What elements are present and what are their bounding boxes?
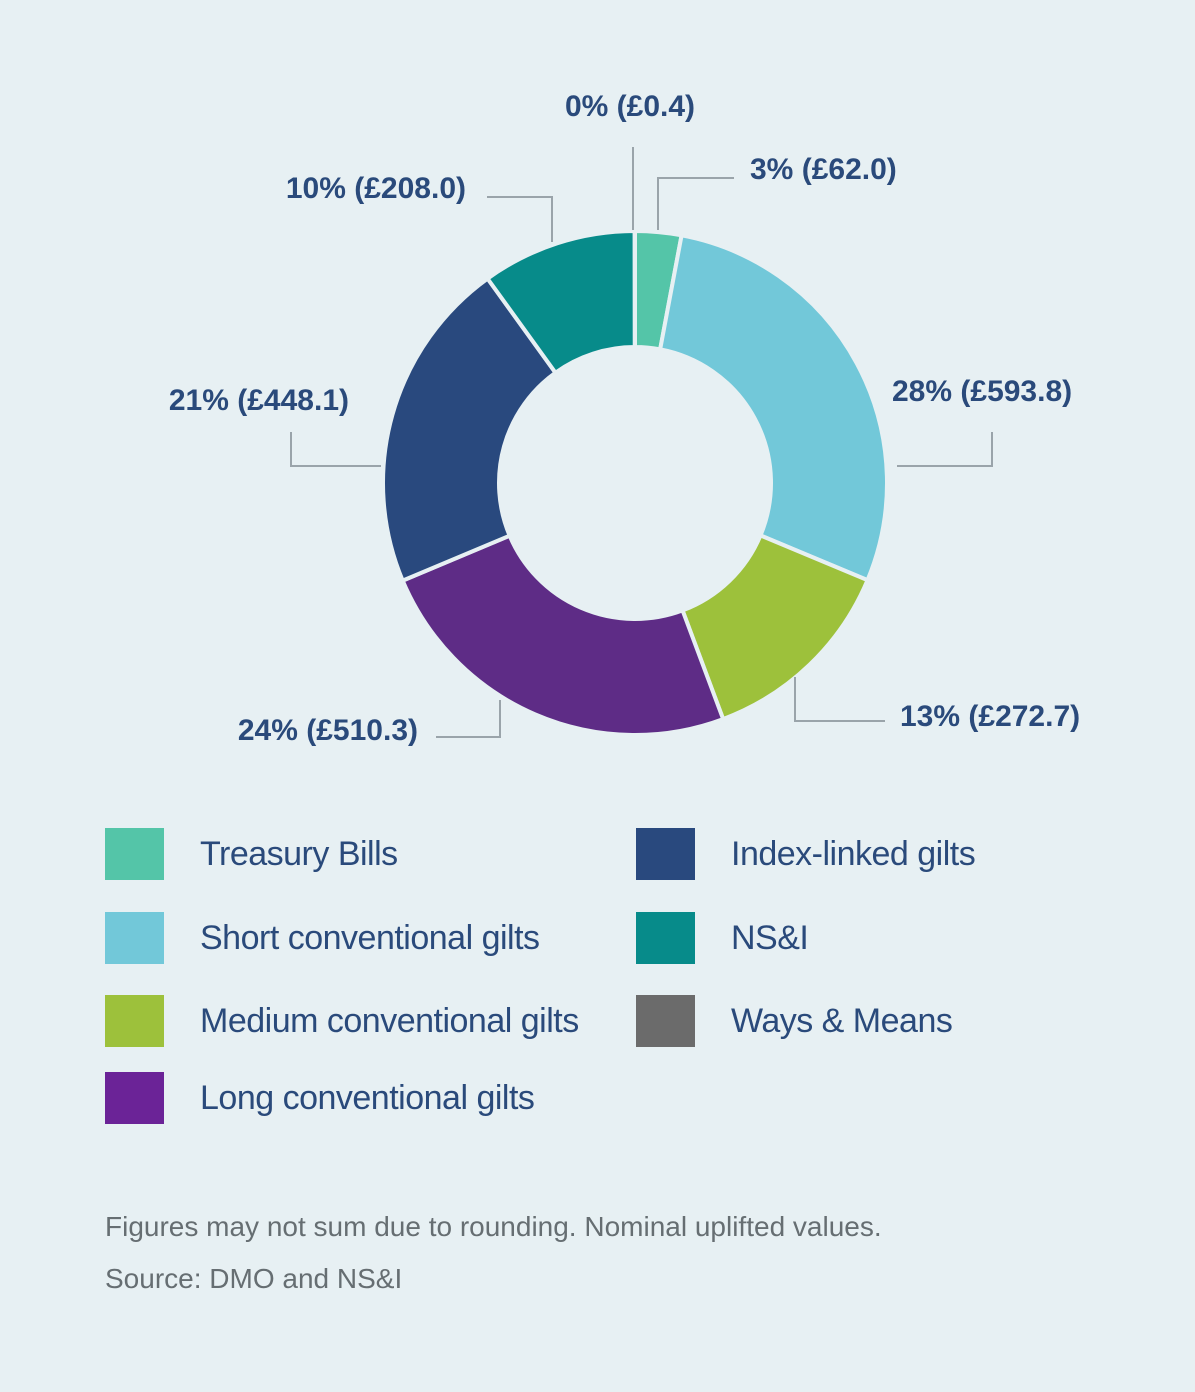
legend-label: Medium conventional gilts <box>200 1001 579 1040</box>
slice-label-treasury-bills: 3% (£62.0) <box>750 153 897 186</box>
legend-swatch <box>105 912 164 964</box>
leader-line-long-conventional <box>436 700 501 738</box>
leader-line-short-conventional <box>897 432 993 467</box>
slice-label-index-linked: 21% (£448.1) <box>169 384 349 417</box>
legend-item-short-conventional-gilts: Short conventional gilts <box>105 912 540 964</box>
legend-item-long-conventional-gilts: Long conventional gilts <box>105 1072 535 1124</box>
leader-line-medium-conventional <box>794 677 885 722</box>
slice-label-nsi: 10% (£208.0) <box>286 172 466 205</box>
donut-slices <box>381 228 889 737</box>
leader-line-index-linked <box>290 432 381 467</box>
slice-label-ways-and-means: 0% (£0.4) <box>565 90 695 123</box>
legend-swatch <box>105 1072 164 1124</box>
legend-item-index-linked-gilts: Index-linked gilts <box>636 828 976 880</box>
legend-label: Index-linked gilts <box>731 834 976 873</box>
legend-swatch <box>105 995 164 1047</box>
rounding-note: Figures may not sum due to rounding. Nom… <box>105 1211 882 1242</box>
slice-label-short-conventional: 28% (£593.8) <box>892 375 1072 408</box>
leader-line-nsi <box>487 196 553 242</box>
legend-item-ways-and-means: Ways & Means <box>636 995 953 1047</box>
legend-label: Long conventional gilts <box>200 1078 535 1117</box>
legend-swatch <box>636 912 695 964</box>
source-note: Source: DMO and NS&I <box>105 1263 403 1294</box>
slice-label-medium-conventional: 13% (£272.7) <box>900 700 1080 733</box>
legend-item-treasury-bills: Treasury Bills <box>105 828 398 880</box>
legend-swatch <box>105 828 164 880</box>
legend-swatch <box>636 828 695 880</box>
legend-label: Treasury Bills <box>200 834 398 873</box>
legend-swatch <box>636 995 695 1047</box>
slice-long-conventional-gilts <box>400 533 726 737</box>
legend-item-nsi: NS&I <box>636 912 809 964</box>
legend: Treasury Bills Short conventional gilts … <box>105 828 1105 1148</box>
legend-label: Short conventional gilts <box>200 918 540 957</box>
legend-item-medium-conventional-gilts: Medium conventional gilts <box>105 995 579 1047</box>
slice-labels: 0% (£0.4) 3% (£62.0) 10% (£208.0) 28% (£… <box>169 90 1080 747</box>
legend-label: NS&I <box>731 918 809 957</box>
leader-lines <box>290 147 993 738</box>
slice-index-linked-gilts <box>381 275 559 584</box>
donut-chart: 0% (£0.4) 3% (£62.0) 10% (£208.0) 28% (£… <box>169 90 1080 747</box>
chart-notes: Figures may not sum due to rounding. Nom… <box>105 1207 882 1311</box>
slice-label-long-conventional: 24% (£510.3) <box>238 714 418 747</box>
slice-short-conventional-gilts <box>657 233 889 583</box>
leader-line-treasury-bills <box>657 177 734 230</box>
legend-label: Ways & Means <box>731 1001 953 1040</box>
